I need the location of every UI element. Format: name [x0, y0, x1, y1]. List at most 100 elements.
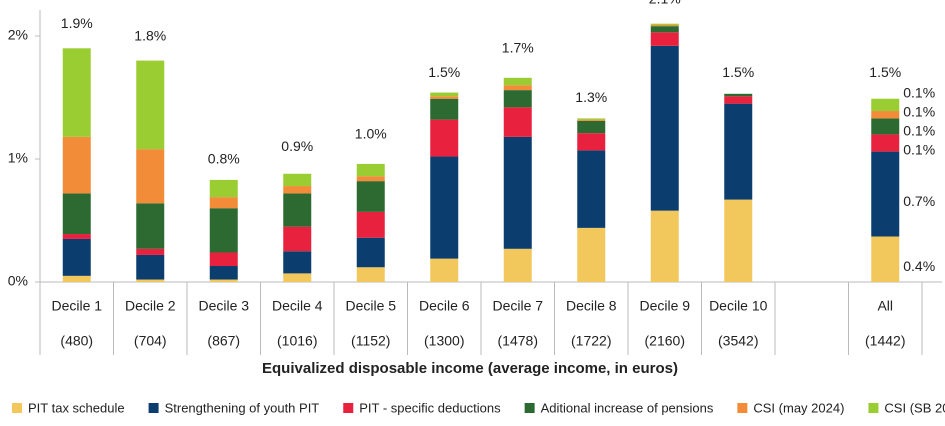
x-tick-sublabel: (867) — [207, 333, 240, 349]
x-axis-title: Equivalized disposable income (average i… — [262, 360, 678, 377]
bar-segment — [871, 151, 900, 237]
bar-segment — [356, 267, 385, 282]
segment-label: 0.4% — [903, 258, 935, 274]
bar-segment — [577, 133, 606, 151]
x-tick-label: Decile 10 — [709, 298, 768, 314]
bar-segment — [503, 90, 532, 108]
bar-segment — [430, 119, 459, 157]
bar-segment — [503, 85, 532, 91]
x-tick-label: Decile 3 — [198, 298, 249, 314]
bar-segment — [62, 275, 91, 282]
legend-swatch — [12, 403, 22, 413]
segment-label: 0.1% — [903, 123, 935, 139]
bar-segment — [650, 26, 679, 33]
bar-segment — [430, 258, 459, 282]
bar-segment — [62, 48, 91, 137]
x-tick-label: All — [877, 298, 893, 314]
x-tick-label: Decile 9 — [639, 298, 690, 314]
bar-segment — [136, 254, 165, 280]
legend-label: CSI (may 2024) — [753, 400, 844, 415]
bar-segment — [356, 163, 385, 177]
bar-segment — [283, 273, 312, 282]
total-label: 1.8% — [134, 27, 166, 43]
x-tick-sublabel: (1300) — [424, 333, 464, 349]
bar-segment — [430, 96, 459, 99]
total-label: 1.5% — [428, 64, 460, 80]
bar-segment — [356, 237, 385, 268]
total-label: 1.0% — [355, 126, 387, 142]
total-label: 1.5% — [869, 64, 901, 80]
bar-segment — [209, 252, 238, 267]
x-tick-sublabel: (1478) — [498, 333, 538, 349]
legend-swatch — [343, 403, 354, 413]
x-tick-label: Decile 7 — [492, 298, 543, 314]
bar-segment — [503, 77, 532, 86]
bar-segment — [650, 23, 679, 25]
y-tick-label: 0% — [8, 273, 28, 289]
legend-swatch — [148, 403, 159, 413]
bar-segment — [283, 186, 312, 194]
y-tick-label: 1% — [8, 150, 28, 166]
segment-label: 0.7% — [903, 193, 935, 209]
bar-segment — [650, 45, 679, 211]
bar-segment — [62, 234, 91, 239]
bar-segment — [503, 248, 532, 282]
bar-segment — [650, 32, 679, 46]
x-tick-sublabel: (1722) — [571, 333, 611, 349]
total-label: 1.5% — [722, 64, 754, 80]
bar-segment — [724, 103, 753, 200]
segment-label: 0.1% — [903, 85, 935, 101]
total-label: 0.8% — [208, 150, 240, 166]
bar-segment — [136, 248, 165, 255]
bar-segment — [283, 226, 312, 252]
y-tick-label: 2% — [8, 27, 28, 43]
bar-segment — [136, 149, 165, 204]
bar-segment — [871, 236, 900, 282]
bar-segment — [136, 279, 165, 282]
x-tick-sublabel: (704) — [134, 333, 167, 349]
bar-segment — [209, 179, 238, 198]
bar-segment — [724, 199, 753, 282]
bar-segment — [62, 193, 91, 235]
x-tick-sublabel: (2160) — [645, 333, 685, 349]
legend-swatch — [868, 403, 879, 413]
bar-segment — [136, 60, 165, 150]
bar-segment — [62, 136, 91, 194]
segment-label: 0.1% — [903, 142, 935, 158]
total-label: 2.1% — [649, 0, 681, 6]
bar-segment — [871, 118, 900, 135]
bar-segment — [871, 98, 900, 112]
x-tick-sublabel: (480) — [60, 333, 93, 349]
bar-segment — [283, 251, 312, 274]
bar-segment — [283, 193, 312, 227]
bar-segment — [577, 119, 606, 121]
bar-segment — [209, 266, 238, 280]
bar-segment — [577, 118, 606, 120]
bar-segment — [136, 203, 165, 249]
legend-swatch — [737, 403, 748, 413]
total-label: 1.9% — [61, 15, 93, 31]
bar-segment — [871, 111, 900, 119]
bar-segment — [871, 134, 900, 152]
legend-label: CSI (SB 2025) — [884, 400, 945, 415]
legend-swatch — [524, 403, 535, 413]
segment-label: 0.1% — [903, 104, 935, 120]
x-tick-sublabel: (1152) — [351, 333, 390, 349]
bar-segment — [577, 150, 606, 228]
total-label: 0.9% — [281, 138, 313, 154]
bar-segment — [283, 173, 312, 187]
legend-label: PIT tax schedule — [28, 400, 125, 415]
x-tick-label: Decile 2 — [125, 298, 176, 314]
bar-segment — [724, 93, 753, 97]
bar-segment — [577, 120, 606, 134]
legend-label: Strengthening of youth PIT — [165, 400, 320, 415]
bar-segment — [209, 208, 238, 253]
x-tick-sublabel: (1442) — [865, 333, 905, 349]
x-tick-label: Decile 5 — [345, 298, 396, 314]
x-tick-sublabel: (3542) — [718, 333, 758, 349]
bar-segment — [356, 181, 385, 212]
bar-segment — [209, 279, 238, 282]
bar-segment — [503, 107, 532, 137]
bar-segment — [430, 156, 459, 259]
